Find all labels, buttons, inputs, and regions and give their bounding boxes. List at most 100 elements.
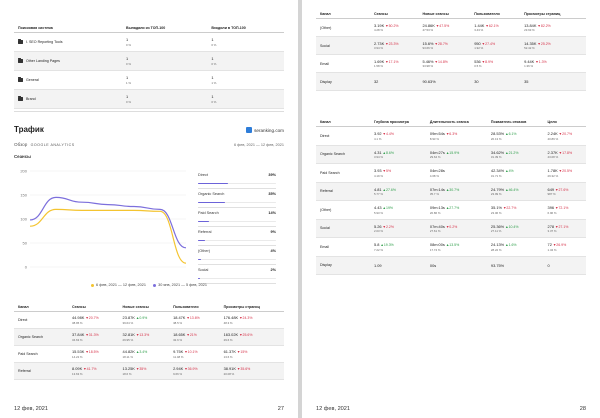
metric-delta: 30.7% [449,187,460,192]
metric-share: 7.22 % [374,247,383,252]
column-header: Сеансы [370,10,419,19]
folder-icon [18,96,23,101]
metric-cell: 07m:40s ▼0.2% 27.61 % [425,219,487,238]
metric-cell: 3.19K ▼50.2% 4.28 % [370,18,419,37]
footer-date: 12 фев, 2021 [316,406,351,412]
arrow-up-icon: ▲ [504,169,509,173]
channel-name: (Other) [198,249,211,253]
page-number: 28 [579,406,586,412]
metric-value: 09m:54s [429,131,445,136]
metric-value: 93.75% [490,262,505,268]
metric-share: 13.63 % [72,371,83,376]
metric-cell: 72 ▼26.9% 1.34 % [543,237,586,257]
metric-value: 396 [547,205,555,210]
arrow-down-icon: ▼ [238,333,243,338]
metric-share: 8.93 % [429,136,439,141]
metric-share: 13.6 % [223,354,233,359]
metric-share: 4.28 % [374,28,383,33]
metric-value: 4.31 [374,149,382,155]
metric-cell: 2.37K ▼17.8% 43.08 % [543,145,586,164]
metric-value: 07m:40s [429,223,445,229]
share-bar [198,277,200,279]
channel-name: Social [198,268,209,272]
metric-share: 47.53 % [422,28,434,33]
metric-cell: 8.09K ▼41.7% 13.63 % [68,362,119,380]
metric-value: 4.43 [374,205,382,210]
arrow-up-icon: ▲ [134,350,140,355]
metric-value: 24.13% [490,242,505,247]
metric-cell: 37.84K ▼31.3% 34.63 % [68,328,119,346]
metric-delta: 23.3% [388,41,399,46]
channel-name: Display [316,256,370,275]
arrow-down-icon: ▼ [480,59,486,64]
metric-cell: 1.44K ▼62.1% 3.43 % [470,18,521,37]
metric-cell: 61.37K ▼15% 13.6 % [219,345,284,363]
metric-delta: 10.1% [187,350,198,355]
channel-breakdown: Direct 39% Organic Search 35% Paid Search 14%… [198,170,276,284]
metric-cell: 24.79% ▲46.4% 23.99 % [486,182,544,201]
metric-cell: 0 [543,256,586,275]
metric-value: 3.92 [374,131,382,136]
metric-cell: 5.46% ▼14.8% 33.98 % [418,54,471,73]
arrow-down-icon: ▼ [554,206,559,210]
metric-cell: 04m:27s ▲15.9% 29.64 % [425,145,487,164]
channel-name: Paid Search [316,163,370,183]
channel-name: Organic Search [316,145,370,164]
metric-cell: 00s [425,256,487,275]
metric-value: 30 [474,79,479,84]
arrow-down-icon: ▼ [384,41,389,46]
brand-name: seranking.com [254,127,284,133]
metric-delta: 10.4% [508,224,519,229]
column-header: Новые сеансы [418,10,471,19]
group-name: Other Landing Pages [26,59,60,63]
group-name: I. SEO Reporting Tools [26,40,63,44]
share-track [198,182,276,184]
share-track [198,201,276,203]
share-bar [198,239,206,241]
arrow-down-icon: ▼ [381,224,387,229]
series-line-previous [29,196,187,249]
metric-value: 09m:13s [429,205,445,210]
channel-name: Paid Search [198,211,219,215]
metric-value: 8.09K [72,366,83,372]
channel-share-row: Paid Search 14% [198,208,276,227]
table-row: Other Landing Pages 1 0 % 1 0 % [14,51,284,71]
metric-value: 0 [547,262,550,268]
metric-value: 14.35K [524,40,537,46]
metric-value: 2.24K [547,131,558,136]
metric-share: 34.63 % [72,337,83,342]
metric-value: 278 [547,223,555,229]
metric-delta: 0.9% [139,316,148,321]
y-tick-label: 50 [23,240,28,245]
folder-icon [18,58,23,63]
metric-share: 0 % [126,42,131,47]
metric-cell: 18.65K ▼21% 32.6 % [169,328,220,346]
channel-name: Direct [198,173,208,177]
metric-delta: 15% [240,350,248,355]
metric-cell: 34.62% ▲21.2% 31.39 % [486,145,544,164]
channel-name: (Other) [316,200,370,220]
metric-share: 27.11 % [490,229,502,233]
metric-value: 1.44K [474,22,485,28]
sessions-line-chart: 200 150 100 50 0 [20,168,187,269]
metric-share: 28.22 % [490,247,502,252]
metric-value: 42.34% [490,168,505,173]
channel-name: Referral [14,362,68,380]
channel-share-row: Referral 9% [198,227,276,246]
share-bar [198,201,226,203]
metric-value: 38.91K [223,366,236,372]
channel-name: (Other) [316,18,370,37]
arrow-down-icon: ▼ [381,169,387,173]
metric-cell: 2.94K ▼36.9% 9.66 % [169,362,220,380]
table-row: Display 32 90.63% 30 35 [316,72,586,91]
metric-cell: 44.98K ▼20.7% 38.95 % [68,311,119,329]
table-row: Referral 4.81 ▲27.6% 5.77 % 07m:14s ▲30.7% 3… [316,182,586,201]
arrow-down-icon: ▼ [557,169,563,173]
metric-share: 40.89 % [547,136,559,141]
arrow-down-icon: ▼ [384,23,389,28]
arrow-down-icon: ▼ [551,243,557,247]
metric-share: 18.11 % [122,354,133,359]
table-row: Paid Search 15.53K ▼18.5% 14.22 % 44.82K ▲3… [14,345,284,363]
